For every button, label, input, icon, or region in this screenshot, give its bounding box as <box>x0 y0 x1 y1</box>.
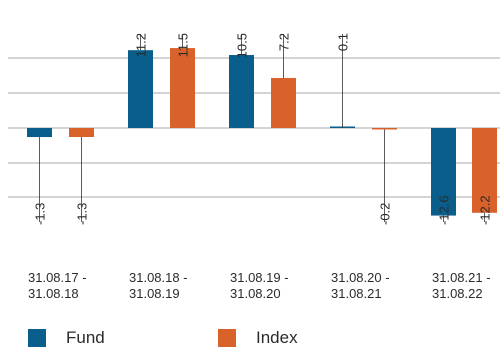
category-label-4: 31.08.21 - 31.08.22 <box>432 270 491 301</box>
category-label-2: 31.08.19 - 31.08.20 <box>230 270 289 301</box>
category-label-0: 31.08.17 - 31.08.18 <box>28 270 87 301</box>
category-label-1: 31.08.18 - 31.08.19 <box>129 270 188 301</box>
fund-bar-1 <box>128 50 153 128</box>
index-bar-1 <box>170 48 195 129</box>
fund-swatch <box>28 329 46 347</box>
index-value-label-4: -12.2 <box>478 195 493 225</box>
fund-value-label-3: 0.1 <box>336 33 351 51</box>
fund-legend-label: Fund <box>66 328 105 347</box>
fund-value-label-0: -1.3 <box>33 203 48 225</box>
index-bar-0 <box>69 128 94 138</box>
fund-value-label-1: 11.2 <box>134 33 149 57</box>
fund-value-label-4: -12.6 <box>437 195 452 225</box>
legend-fund: Fund <box>28 328 105 348</box>
index-bar-2 <box>271 77 296 128</box>
fund-bar-0 <box>27 128 52 138</box>
fund-value-label-2: 10.5 <box>235 33 250 58</box>
index-value-label-1: 11.5 <box>176 33 191 57</box>
fund-bar-4 <box>431 128 456 216</box>
index-value-label-2: 7.2 <box>277 33 292 51</box>
index-value-label-3: -0.2 <box>378 203 393 225</box>
index-bar-4 <box>472 128 497 213</box>
category-label-3: 31.08.20 - 31.08.21 <box>331 270 390 301</box>
fund-bar-2 <box>229 55 254 128</box>
index-legend-label: Index <box>256 328 298 347</box>
index-swatch <box>218 329 236 347</box>
index-value-label-0: -1.3 <box>75 203 90 225</box>
index-bar-3 <box>372 128 397 130</box>
legend-index: Index <box>218 328 298 348</box>
